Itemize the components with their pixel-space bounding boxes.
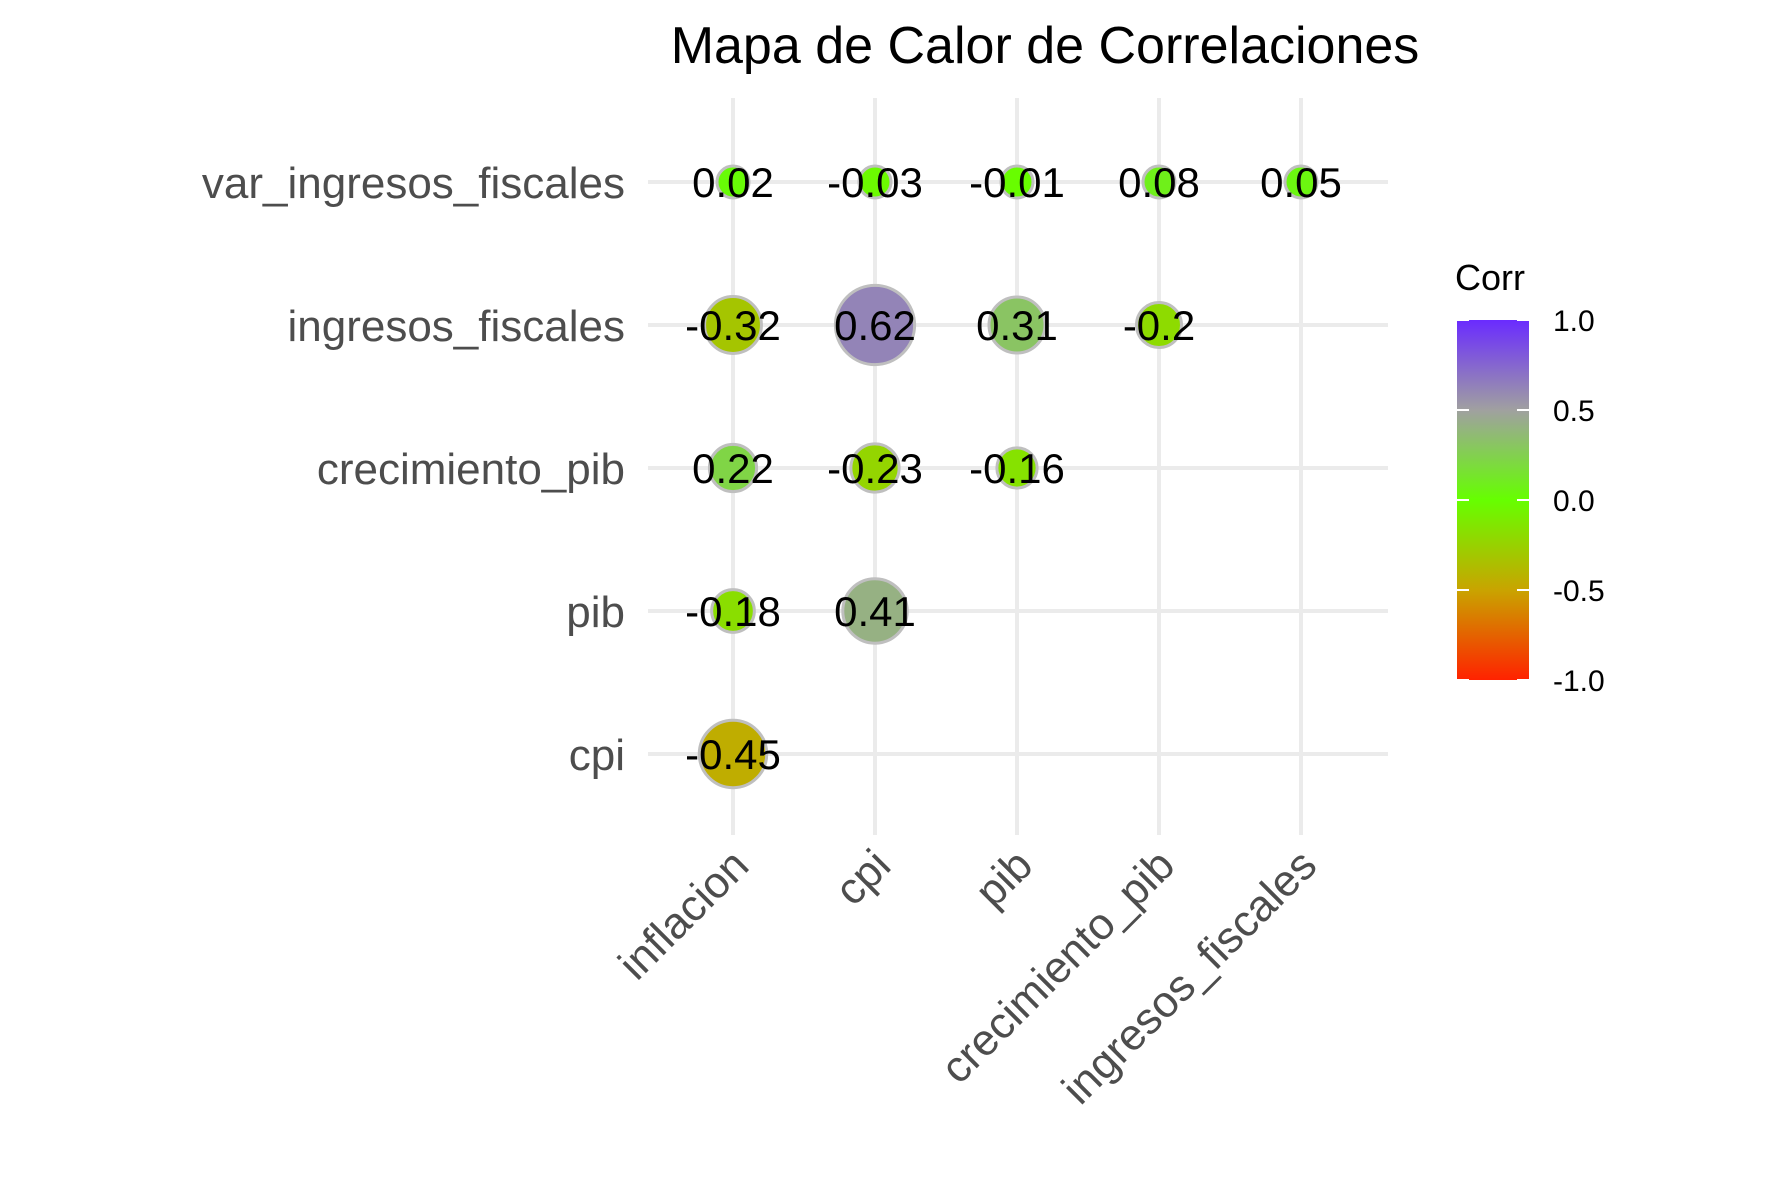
legend-tick-label: 0.0	[1553, 485, 1595, 518]
y-tick-label: pib	[566, 588, 625, 637]
x-tick-label: pib	[966, 840, 1042, 916]
correlation-circle	[710, 588, 756, 634]
correlation-value-label: -0.45	[685, 731, 781, 778]
correlation-value-label: 0.41	[834, 588, 916, 635]
x-tick-label: ingresos_fiscales	[1053, 840, 1326, 1113]
correlation-circle	[707, 442, 759, 494]
correlation-value-label: 0.08	[1118, 159, 1200, 206]
y-tick-label: crecimiento_pib	[317, 445, 625, 494]
correlation-circle	[849, 442, 901, 494]
y-tick-label: ingresos_fiscales	[288, 302, 626, 351]
correlation-circle	[703, 295, 763, 355]
correlation-circle	[833, 283, 917, 367]
correlation-circle	[715, 164, 751, 200]
correlation-value-label: 0.62	[834, 302, 916, 349]
correlation-circle	[697, 718, 769, 790]
legend-tick-label: -1.0	[1553, 665, 1605, 698]
x-axis-tick-labels: inflacion cpi pibcrecimiento_pibingresos_f…	[609, 840, 1326, 1113]
correlation-value-label: 0.05	[1260, 159, 1342, 206]
correlation-value-label: 0.31	[976, 302, 1058, 349]
correlation-circle	[857, 164, 893, 200]
correlation-circle	[1135, 301, 1183, 349]
correlation-circle	[995, 446, 1039, 490]
legend-tick-label: 1.0	[1553, 305, 1595, 338]
y-axis-tick-labels: cpi pib crecimiento_pib ingresos_fiscales va…	[202, 159, 625, 780]
legend-title: Corr	[1455, 257, 1525, 298]
correlation-value-label: 0.22	[692, 445, 774, 492]
legend-ticks: 1.0 0.5 0.0 -0.5 -1.0	[1457, 305, 1605, 698]
correlation-value-label: 0.02	[692, 159, 774, 206]
correlation-value-label: -0.23	[827, 445, 923, 492]
correlation-circle	[1283, 164, 1319, 200]
x-tick-label: cpi	[826, 840, 900, 914]
x-tick-label: inflacion	[609, 840, 758, 989]
y-tick-label: var_ingresos_fiscales	[202, 159, 625, 208]
correlation-value-label: -0.01	[969, 159, 1065, 206]
legend-tick-label: 0.5	[1553, 395, 1595, 428]
correlation-circle	[1141, 164, 1177, 200]
correlation-value-label: -0.16	[969, 445, 1065, 492]
correlation-circle	[999, 164, 1035, 200]
y-tick-label: cpi	[569, 731, 625, 780]
legend-tick-label: -0.5	[1553, 575, 1605, 608]
correlation-value-label: -0.32	[685, 302, 781, 349]
correlation-value-label: -0.2	[1123, 302, 1195, 349]
correlation-circle	[987, 295, 1047, 355]
correlation-value-label: -0.03	[827, 159, 923, 206]
correlation-cells: 0.02 -0.03 -0.01 0.08 0.05 -0.32 0.62 0.31 -0.2 0…	[685, 159, 1342, 790]
chart-title: Mapa de Calor de Correlaciones	[671, 17, 1420, 75]
correlation-value-label: -0.18	[685, 588, 781, 635]
color-legend: Corr 1.0 0.5 0.0 -0.5 -1.0	[1455, 257, 1605, 698]
correlation-circle	[841, 577, 909, 645]
